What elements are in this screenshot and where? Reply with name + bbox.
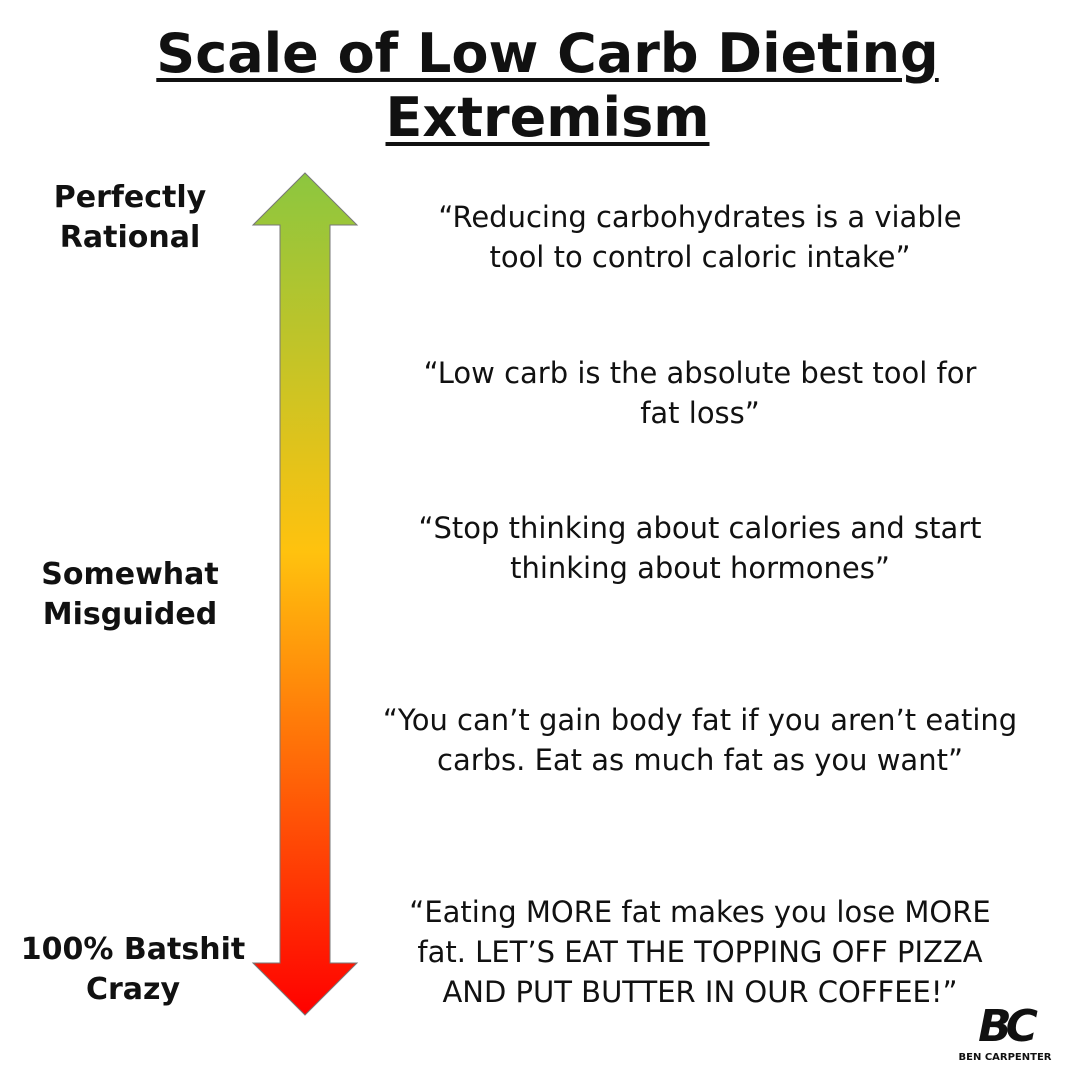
text-line: fat. LET’S EAT THE TOPPING OFF PIZZA [417,935,983,969]
scale-label: 100% Batshit Crazy [3,930,263,1010]
text-line: carbs. Eat as much fat as you want” [437,743,963,777]
logo-mark: BC [978,1001,1038,1052]
text-line: Extremism [385,86,710,149]
text-line: Misguided [42,597,218,632]
text-line: “Eating MORE fat makes you lose MORE [409,895,991,929]
text-line: AND PUT BUTTER IN OUR COFFEE!” [442,975,958,1009]
text-line: “Stop thinking about calories and start [418,511,982,545]
text-line: Perfectly [53,180,207,215]
scale-arrow [251,172,359,1016]
text-line: fat loss” [640,396,760,430]
text-line: “Reducing carbohydrates is a viable [438,200,962,234]
logo-name: BEN CARPENTER [958,1052,1052,1063]
quote: “Stop thinking about calories and start t… [340,508,1060,588]
scale-label: Somewhat Misguided [0,555,260,635]
quote: “You can’t gain body fat if you aren’t e… [340,700,1060,780]
scale-label: Perfectly Rational [0,178,260,258]
text-line: Somewhat [41,557,219,592]
quote: “Eating MORE fat makes you lose MORE fat.… [340,892,1060,1012]
text-line: “You can’t gain body fat if you aren’t e… [382,703,1018,737]
arrow [251,172,359,1016]
text-line: thinking about hormones” [510,551,890,585]
text-line: Rational [59,220,201,255]
quote: “Reducing carbohydrates is a viable tool … [355,197,1045,277]
text-line: 100% Batshit [20,932,246,967]
text-line: Scale of Low Carb Dieting [156,22,939,85]
text-line: Crazy [85,972,181,1007]
quote: “Low carb is the absolute best tool for f… [340,353,1060,433]
text-line: “Low carb is the absolute best tool for [423,356,977,390]
text-line: tool to control caloric intake” [489,240,911,274]
title: Scale of Low Carb Dieting Extremism [0,22,1080,150]
